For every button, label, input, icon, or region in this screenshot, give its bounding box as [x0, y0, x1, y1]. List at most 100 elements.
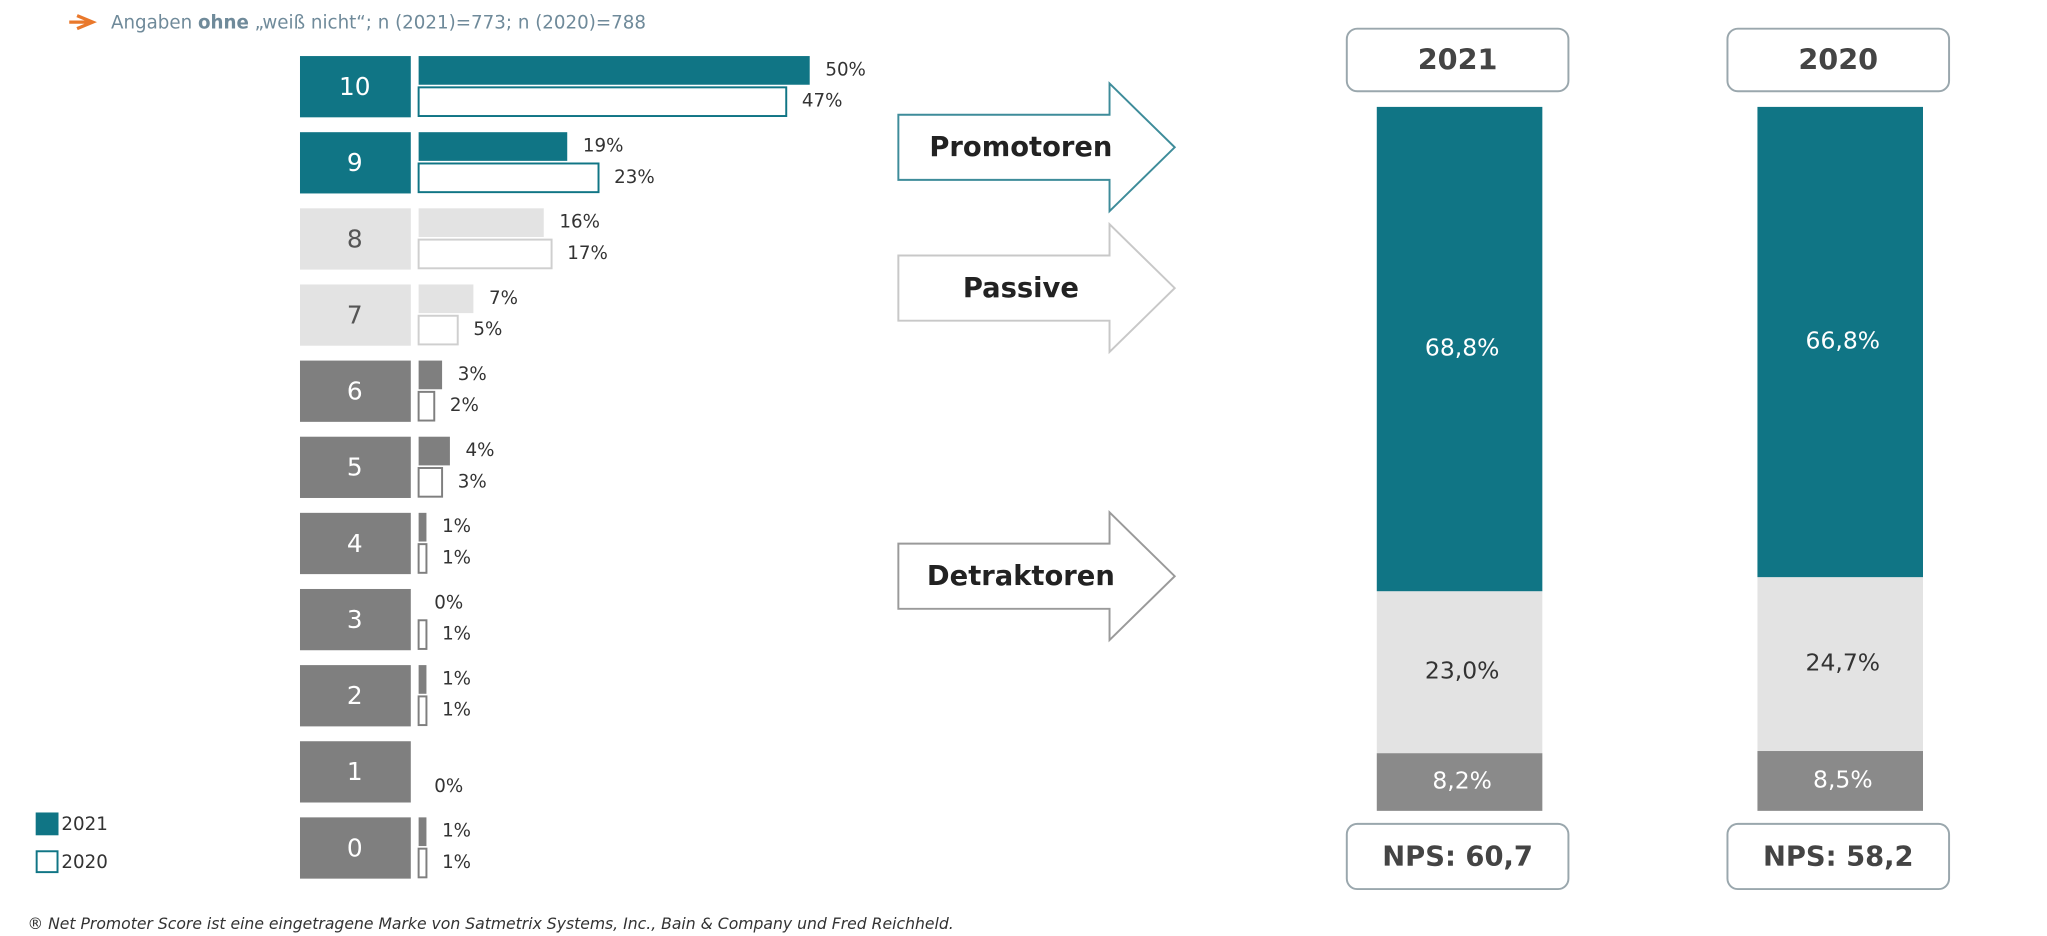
bar: [418, 817, 427, 847]
arrow-shape: [897, 509, 1177, 643]
value-label: 4%: [466, 440, 495, 461]
value-label: 1%: [442, 821, 471, 842]
bar: [418, 132, 568, 161]
value-label: 47%: [802, 91, 843, 112]
bar: [417, 847, 428, 879]
note: Angaben ohne „weiß nicht“; n (2021)=773;…: [111, 12, 646, 33]
stack-segment: [1376, 591, 1543, 754]
segment-label: 23,0%: [1425, 657, 1500, 685]
category-label: 3: [347, 605, 363, 634]
bar: [418, 284, 474, 314]
value-label: 1%: [442, 547, 471, 568]
value-label: 1%: [442, 624, 471, 645]
value-label: 1%: [442, 852, 471, 873]
category-box: [299, 360, 411, 422]
bar: [418, 360, 443, 390]
stack-segment: [1376, 106, 1543, 592]
category-box: [299, 436, 411, 498]
nps-label: NPS: 60,7: [1382, 841, 1533, 872]
arrow-passive: Passive: [897, 221, 1177, 355]
bar: [417, 695, 428, 727]
value-label: 1%: [442, 700, 471, 721]
stack-segment: [1376, 753, 1543, 811]
value-label: 0%: [434, 776, 463, 797]
header-label: 2020: [1798, 42, 1878, 76]
value-label: 50%: [825, 59, 866, 80]
arrow-shape: [897, 221, 1177, 355]
category-box: [299, 208, 411, 270]
bar: [417, 238, 553, 270]
value-label: 5%: [473, 319, 502, 340]
bar: [417, 390, 436, 422]
legend-label: 2021: [61, 814, 107, 835]
category-box: [299, 665, 411, 727]
value-label: 0%: [434, 592, 463, 613]
category-box: [299, 817, 411, 879]
arrow-detraktoren: Detraktoren: [897, 509, 1177, 643]
value-label: 2%: [450, 395, 479, 416]
category-label: 6: [347, 377, 363, 406]
category-label: 2: [347, 681, 363, 710]
arrow-label: Passive: [963, 273, 1079, 304]
footnote: ® Net Promoter Score ist eine eingetrage…: [28, 914, 954, 933]
category-label: 7: [347, 300, 363, 329]
bar: [418, 665, 427, 694]
bar: [417, 162, 600, 194]
value-label: 16%: [559, 212, 600, 233]
segment-label: 68,8%: [1425, 334, 1500, 362]
category-box: [299, 741, 411, 803]
arrow-label: Detraktoren: [927, 561, 1115, 592]
category-box: [299, 132, 411, 194]
stack-segment: [1757, 751, 1923, 811]
header-box: [1726, 27, 1951, 93]
nps-box: [1345, 822, 1570, 891]
note-text: „weiß nicht“; n (2021)=773; n (2020)=788: [249, 12, 646, 33]
bar: [417, 619, 428, 650]
legend-label: 2020: [61, 852, 107, 873]
category-label: 4: [347, 529, 363, 558]
bar: [418, 436, 450, 466]
bar: [417, 86, 788, 117]
segment-label: 8,5%: [1813, 765, 1873, 793]
legend-swatch: [35, 812, 59, 836]
stack-segment: [1757, 106, 1923, 578]
header-label: 2021: [1418, 42, 1498, 76]
legend-swatch: [35, 850, 59, 874]
value-label: 23%: [614, 167, 655, 188]
category-box: [299, 588, 411, 651]
category-label: 1: [347, 757, 363, 786]
bar: [417, 467, 444, 498]
category-box: [299, 512, 411, 575]
category-label: 8: [347, 224, 363, 253]
value-label: 17%: [567, 243, 608, 264]
header-box: [1345, 27, 1570, 93]
value-label: 3%: [458, 471, 487, 492]
arrow-shape: [897, 81, 1177, 214]
category-label: 10: [339, 72, 371, 101]
nps-label: NPS: 58,2: [1763, 841, 1914, 872]
bar: [418, 512, 427, 542]
segment-label: 66,8%: [1806, 327, 1881, 355]
segment-label: 8,2%: [1432, 766, 1492, 794]
value-label: 1%: [442, 516, 471, 537]
arrow-promotoren: Promotoren: [897, 81, 1177, 214]
stack-segment: [1757, 577, 1923, 752]
bar: [417, 314, 459, 346]
category-box: [299, 56, 411, 118]
category-label: 5: [347, 453, 363, 482]
bar: [417, 543, 428, 574]
bar: [418, 208, 544, 237]
value-label: 3%: [458, 364, 487, 385]
note-bold: ohne: [198, 12, 249, 33]
category-label: 9: [347, 148, 363, 177]
nps-box: [1726, 822, 1951, 891]
category-box: [299, 284, 411, 346]
segment-label: 24,7%: [1806, 649, 1881, 677]
value-label: 1%: [442, 668, 471, 689]
note-arrow: [69, 14, 97, 31]
note-text: Angaben: [111, 12, 198, 33]
arrow-label: Promotoren: [929, 132, 1112, 163]
value-label: 7%: [489, 288, 518, 309]
bar: [418, 56, 810, 85]
